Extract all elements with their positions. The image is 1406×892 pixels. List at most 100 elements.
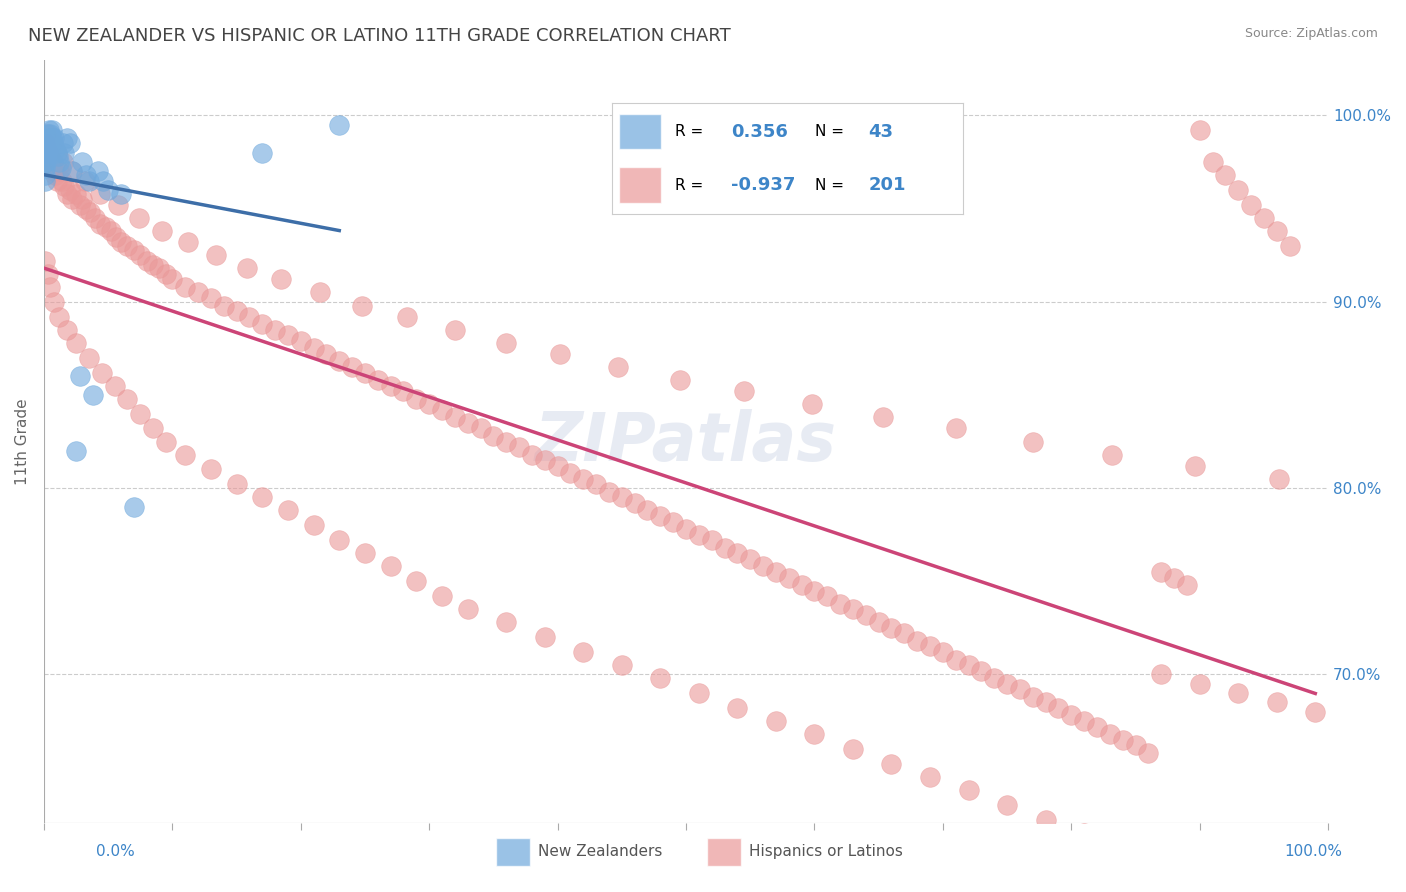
Point [41, 123, 63, 137]
Point [35, 145, 58, 160]
Point [35, 155, 58, 169]
Point [309, 285, 332, 300]
Point [1188, 677, 1211, 691]
Point [957, 658, 980, 673]
Point [77, 351, 100, 365]
Point [77, 174, 100, 188]
Point [250, 145, 273, 160]
Point [35, 127, 58, 141]
Point [842, 742, 865, 756]
Point [548, 347, 571, 361]
Point [174, 280, 197, 294]
Point [87, 164, 110, 178]
Point [1073, 714, 1095, 728]
Point [713, 541, 735, 555]
Text: 0.356: 0.356 [731, 122, 787, 141]
Point [264, 323, 287, 337]
Point [129, 407, 152, 421]
Point [585, 477, 607, 491]
Point [457, 416, 479, 430]
Point [380, 378, 402, 392]
Point [270, 272, 292, 286]
Point [495, 335, 517, 350]
Point [73, 174, 96, 188]
Point [205, 248, 228, 262]
Point [200, 291, 222, 305]
Text: Source: ZipAtlas.com: Source: ZipAtlas.com [1244, 27, 1378, 40]
Point [107, 198, 129, 212]
Point [508, 440, 530, 454]
Point [72, 155, 94, 169]
Text: 43: 43 [869, 122, 893, 141]
Point [41, 161, 63, 175]
Point [830, 597, 852, 611]
Point [177, 235, 200, 250]
Point [56, 186, 79, 201]
Point [1253, 211, 1275, 225]
Point [110, 186, 132, 201]
Point [1022, 434, 1045, 449]
Point [328, 118, 350, 132]
Text: -0.937: -0.937 [731, 176, 796, 194]
Point [1125, 738, 1147, 752]
Point [42, 155, 65, 169]
Point [765, 714, 787, 728]
Point [995, 797, 1018, 812]
Point [610, 658, 633, 673]
Point [752, 559, 775, 574]
Point [533, 453, 555, 467]
Point [37, 136, 59, 151]
Point [225, 304, 247, 318]
Point [547, 458, 569, 473]
Point [444, 323, 467, 337]
Point [842, 602, 865, 616]
Point [37, 127, 59, 141]
Point [945, 652, 967, 666]
Point [367, 373, 389, 387]
Point [905, 633, 928, 648]
Point [1035, 695, 1057, 709]
Point [38, 131, 60, 145]
Point [1035, 813, 1057, 827]
Point [79, 205, 101, 219]
Point [354, 366, 377, 380]
Point [1175, 578, 1198, 592]
Point [212, 299, 235, 313]
Point [135, 253, 157, 268]
Point [302, 342, 325, 356]
Point [46, 149, 69, 163]
Point [69, 369, 91, 384]
Point [35, 142, 58, 156]
Point [1073, 826, 1095, 840]
Point [560, 467, 582, 481]
Point [39, 136, 62, 151]
Point [35, 149, 58, 163]
Point [1111, 732, 1133, 747]
Point [932, 645, 955, 659]
Point [34, 136, 56, 151]
Point [60, 164, 83, 178]
Point [110, 235, 132, 250]
Point [1085, 720, 1108, 734]
Point [48, 164, 70, 178]
Point [90, 366, 112, 380]
Point [1150, 667, 1173, 681]
Point [396, 310, 419, 324]
Point [1060, 708, 1083, 723]
Point [97, 183, 120, 197]
Point [38, 123, 60, 137]
Point [790, 578, 813, 592]
Point [250, 491, 273, 505]
Text: Hispanics or Latinos: Hispanics or Latinos [749, 845, 903, 859]
Point [1047, 701, 1070, 715]
Point [533, 630, 555, 644]
Point [225, 477, 247, 491]
FancyBboxPatch shape [619, 168, 661, 203]
Point [75, 202, 97, 216]
Point [174, 448, 197, 462]
Point [765, 565, 787, 579]
Text: N =: N = [815, 178, 849, 193]
Point [122, 500, 145, 514]
Text: NEW ZEALANDER VS HISPANIC OR LATINO 11TH GRADE CORRELATION CHART: NEW ZEALANDER VS HISPANIC OR LATINO 11TH… [28, 27, 731, 45]
Point [34, 253, 56, 268]
